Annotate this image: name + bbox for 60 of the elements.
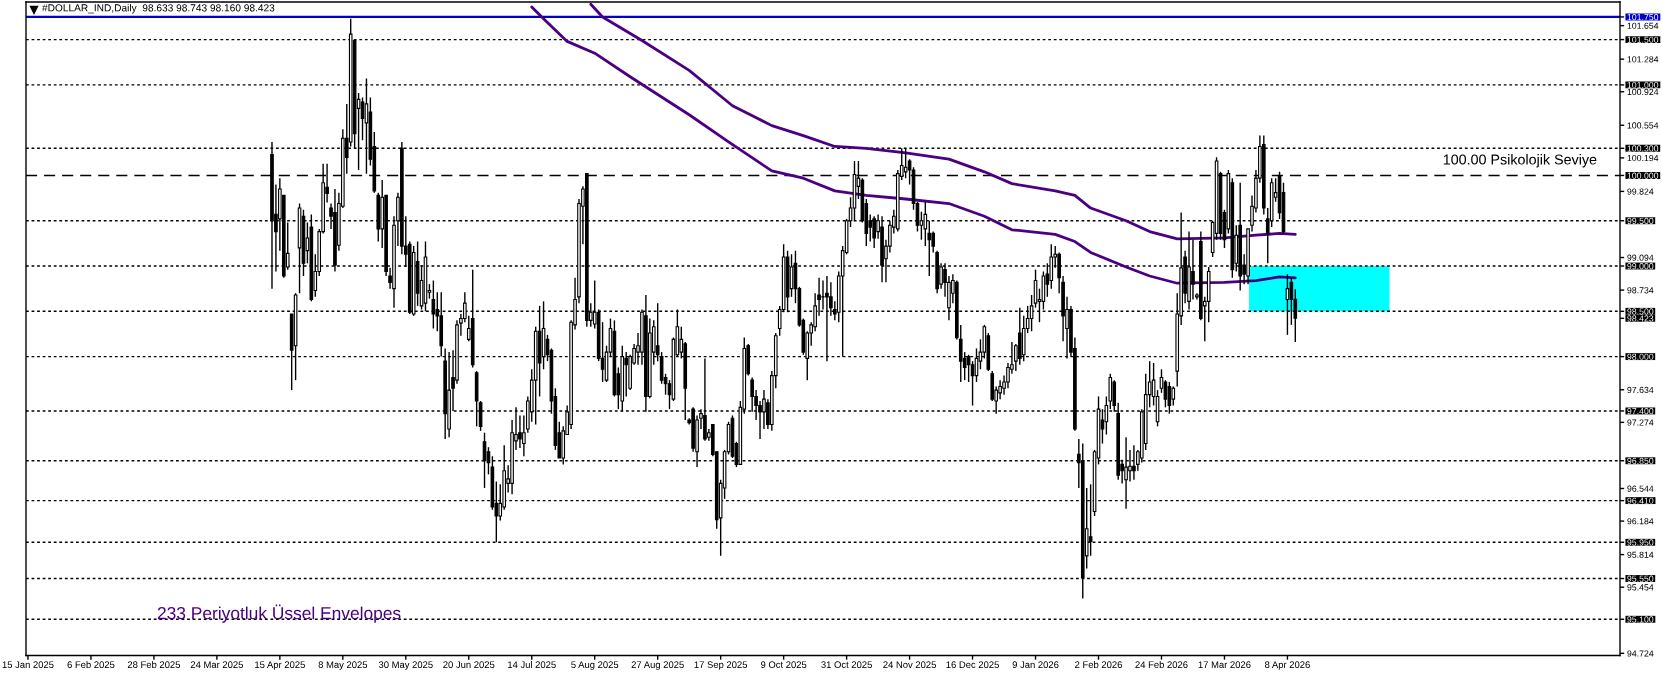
- ref-line-label: 100.00 Psikolojik Seviye: [1443, 154, 1597, 168]
- candlestick: [431, 279, 436, 330]
- y-tick-label: 100.554: [1627, 122, 1659, 129]
- line-series: [530, 5, 1297, 285]
- x-tick-label: 5 Aug 2025: [571, 661, 619, 670]
- x-tick-label: 2 Feb 2026: [1075, 661, 1122, 668]
- y-tick-label: 99.000: [1627, 263, 1654, 270]
- chart-title: #DOLLAR_IND,Daily 98.633 98.743 98.160 98.423: [42, 4, 275, 14]
- x-tick-label: 31 Oct 2025: [821, 661, 872, 668]
- y-tick-label: 98.734: [1627, 287, 1654, 294]
- x-tick-label: 9 Jan 2026: [1012, 661, 1059, 668]
- y-tick-label: 95.550: [1627, 575, 1654, 582]
- x-tick-label: 6 Feb 2025: [67, 661, 115, 668]
- y-tick-label: 95.950: [1627, 539, 1654, 546]
- x-tick-label: 30 May 2025: [378, 661, 433, 670]
- y-tick-label: 101.654: [1627, 22, 1659, 29]
- y-tick-label: 98.500: [1627, 308, 1654, 315]
- x-tick-label: 17 Sep 2025: [694, 661, 748, 670]
- line-series: [589, 2, 1297, 241]
- candlestick: [872, 215, 876, 249]
- y-tick-label: 100.300: [1627, 145, 1659, 152]
- x-tick-label: 8 Apr 2026: [1264, 661, 1310, 670]
- x-tick-label: 27 Aug 2025: [631, 661, 684, 670]
- y-tick-label: 98.423: [1627, 315, 1654, 322]
- x-tick-label: 14 Jul 2025: [508, 661, 556, 668]
- annotation: 233 Periyotluk Üssel Envelopes: [157, 604, 401, 623]
- y-tick-label: 95.100: [1627, 616, 1654, 623]
- candlestick: [1171, 385, 1176, 407]
- y-tick-label: 96.850: [1627, 457, 1654, 465]
- x-tick-label: 20 Jun 2025: [443, 661, 495, 668]
- y-tick-label: 99.094: [1627, 254, 1654, 261]
- y-tick-label: 101.284: [1627, 56, 1659, 63]
- x-tick-label: 15 Apr 2025: [255, 661, 305, 670]
- y-tick-label: 97.634: [1627, 386, 1654, 394]
- x-tick-label: 24 Mar 2025: [190, 661, 244, 668]
- y-tick-label: 101.000: [1627, 81, 1659, 89]
- y-tick-label: 95.454: [1627, 584, 1654, 591]
- x-tick-label: 16 Dec 2025: [946, 661, 999, 668]
- x-tick-label: 24 Nov 2025: [883, 661, 936, 668]
- y-tick-label: 96.544: [1627, 485, 1654, 492]
- y-tick-label: 100.000: [1627, 172, 1659, 179]
- y-tick-label: 99.824: [1627, 188, 1654, 195]
- x-tick-label: 17 Mar 2026: [1198, 661, 1251, 668]
- y-tick-label: 97.400: [1627, 408, 1654, 415]
- y-tick-label: 101.500: [1627, 36, 1659, 43]
- x-tick-label: 28 Feb 2025: [127, 661, 181, 668]
- x-tick-label: 24 Feb 2026: [1135, 661, 1188, 668]
- y-tick-label: 96.184: [1627, 518, 1654, 525]
- y-tick-label: 95.814: [1627, 551, 1654, 558]
- y-tick-label: 100.194: [1627, 154, 1659, 162]
- x-tick-label: 15 Jan 2025: [2, 661, 54, 668]
- y-tick-label: 101.750: [1627, 14, 1659, 21]
- y-tick-label: 99.500: [1627, 217, 1654, 224]
- y-tick-label: 94.724: [1627, 650, 1654, 657]
- y-tick-label: 100.924: [1627, 88, 1659, 96]
- x-tick-label: 8 May 2025: [318, 661, 368, 670]
- y-tick-label: 98.000: [1627, 353, 1654, 360]
- y-tick-label: 96.410: [1627, 497, 1654, 504]
- y-tick-label: 97.274: [1627, 419, 1654, 426]
- x-tick-label: 9 Oct 2025: [760, 661, 807, 668]
